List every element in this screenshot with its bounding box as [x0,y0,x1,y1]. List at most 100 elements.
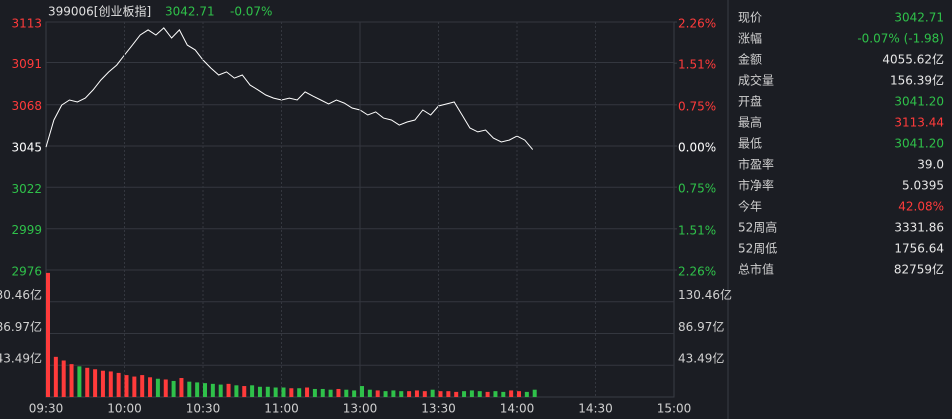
volume-bar [218,384,223,397]
volume-bar [477,391,482,397]
volume-bar [509,390,514,397]
quote-value: 3113.44 [894,116,944,130]
y-tick-label: 2976 [11,265,42,279]
y-tick-label: 2999 [11,223,42,237]
x-tick-label: 14:00 [500,402,535,416]
volume-bar [163,379,168,397]
volume-bar [140,375,145,397]
y-tick-label: 3022 [11,182,42,196]
volume-bar [234,385,239,397]
volume-bar [375,390,380,397]
volume-bar [281,387,286,397]
volume-bar [360,386,364,397]
volume-bar [242,386,247,397]
volume-bar [414,390,419,397]
quote-value: 5.0395 [902,179,944,193]
quote-value: 4055.62亿 [882,52,944,67]
quote-label: 成交量 [738,73,774,88]
volume-bar [501,391,506,397]
quote-label: 今年 [738,199,762,214]
y2-tick-label: 86.97亿 [678,319,724,334]
y2-tick-label: 0.00% [678,141,716,155]
volume-bar [485,391,490,397]
volume-bar [108,371,113,397]
y2-tick-label: 1.51% [678,58,716,72]
y2-tick-label: 130.46亿 [678,287,732,302]
x-tick-label: 09:30 [29,402,64,416]
y-tick-label: 3113 [11,17,42,31]
volume-bar [195,382,200,397]
y2-tick-label: 1.51% [678,223,716,237]
volume-bar [124,375,129,397]
volume-bar [305,387,310,397]
volume-bar [46,272,50,397]
index-name: 399006[创业板指] [48,4,151,19]
index-price: 3042.71 [165,5,215,19]
volume-bar [53,356,58,397]
volume-bar [93,369,98,397]
index-change: -0.07% [230,5,272,19]
quote-value: 82759亿 [894,262,944,277]
volume-bar [273,387,278,397]
quote-value: 39.0 [917,158,944,172]
x-tick-label: 14:30 [578,402,613,416]
y-tick-label: 43.49亿 [0,351,42,366]
y-tick-label: 3091 [11,57,42,71]
volume-bar [148,377,153,397]
volume-bar [85,367,90,397]
quote-label: 金额 [738,52,762,67]
volume-bar [438,391,443,397]
volume-bar [391,390,396,397]
volume-bar [524,391,529,397]
volume-bar [430,389,435,397]
volume-bar [179,378,184,397]
volume-bar [407,391,412,397]
x-tick-label: 13:30 [421,402,456,416]
volume-bar [493,391,498,397]
price-line [45,27,534,150]
y-tick-label: 130.46亿 [0,287,42,302]
volume-bar [312,388,317,397]
y-tick-label: 3045 [11,141,42,155]
quote-label: 52周高 [738,220,777,235]
volume-bar [132,376,137,397]
volume-bar [517,391,521,397]
volume-bar [77,366,82,397]
volume-bar [69,364,74,397]
volume-bar [116,372,121,397]
volume-bar [187,381,192,397]
x-tick-label: 13:00 [343,402,378,416]
volume-bar [100,370,105,397]
quote-label: 涨幅 [738,31,762,46]
volume-bar [320,388,325,397]
volume-bar [155,378,160,397]
quote-value: 156.39亿 [890,73,944,88]
volume-bar [257,386,262,397]
volume-bar [250,385,255,397]
quote-label: 开盘 [738,94,762,109]
volume-bar [203,383,207,397]
volume-bar [352,390,357,397]
volume-bar [344,389,349,397]
quote-value: 3331.86 [894,221,944,235]
y-tick-label: 3068 [11,99,42,113]
volume-bar [61,360,66,397]
volume-bar [297,388,302,397]
quote-label: 52周低 [738,242,777,256]
volume-bar [399,391,404,397]
y2-tick-label: 0.75% [678,99,716,113]
x-tick-label: 10:00 [107,402,142,416]
y2-tick-label: 2.26% [678,265,716,279]
quote-value: 42.08% [898,200,944,214]
x-tick-label: 11:00 [264,402,299,416]
volume-bar [532,389,537,397]
volume-bar [289,388,294,397]
volume-bar [462,391,467,397]
x-tick-label: 10:30 [186,402,221,416]
y2-tick-label: 0.75% [678,182,716,196]
volume-bar [328,389,333,397]
volume-bar [383,391,388,397]
